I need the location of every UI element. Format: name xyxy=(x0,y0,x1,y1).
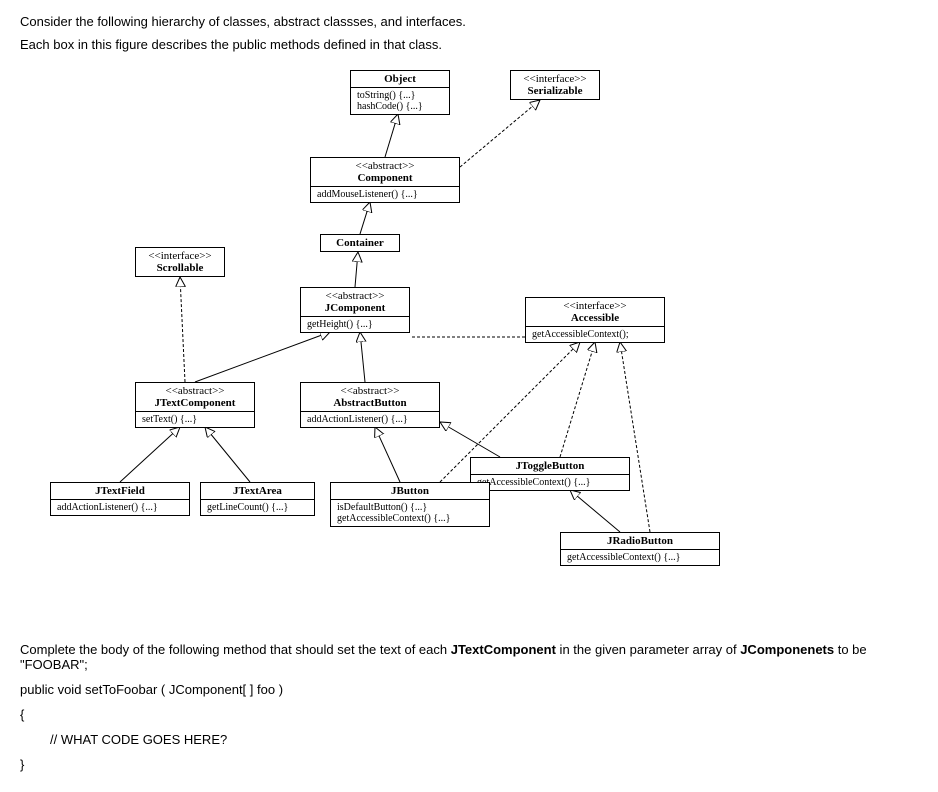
node-header: <<abstract>>JComponent xyxy=(301,288,409,317)
node-header: <<abstract>>AbstractButton xyxy=(301,383,439,412)
node-header: JTextArea xyxy=(201,483,314,500)
uml-node-component: <<abstract>>ComponentaddMouseListener() … xyxy=(310,157,460,203)
node-header: <<abstract>>Component xyxy=(311,158,459,187)
node-methods: getLineCount() {...} xyxy=(201,500,314,515)
node-name: JRadioButton xyxy=(607,535,673,547)
class-hierarchy-diagram: Object toString() {...} hashCode() {...} <… xyxy=(20,62,920,622)
node-stereotype: <<abstract>> xyxy=(142,385,248,397)
node-methods: getAccessibleContext() {...} xyxy=(471,475,629,490)
node-methods: getAccessibleContext(); xyxy=(526,327,664,342)
node-header: <<interface>>Accessible xyxy=(526,298,664,327)
edge-jradiobutton-accessible xyxy=(620,342,650,532)
node-methods: getAccessibleContext() {...} xyxy=(561,550,719,565)
uml-node-jbutton: JButton isDefaultButton() {...} getAccess… xyxy=(330,482,490,527)
uml-node-jtogglebutton: JToggleButton getAccessibleContext() {...… xyxy=(470,457,630,491)
node-methods: addActionListener() {...} xyxy=(51,500,189,515)
node-methods: isDefaultButton() {...} getAccessibleCon… xyxy=(331,500,489,526)
uml-node-container: Container xyxy=(320,234,400,252)
node-stereotype: <<abstract>> xyxy=(307,290,403,302)
edge-jtogglebutton-abstractbutton xyxy=(440,422,500,457)
node-header: JButton xyxy=(331,483,489,500)
node-name: JTextComponent xyxy=(155,397,236,409)
uml-node-object: Object toString() {...} hashCode() {...} xyxy=(350,70,450,115)
uml-node-jradiobutton: JRadioButton getAccessibleContext() {...} xyxy=(560,532,720,566)
node-header: Container xyxy=(321,235,399,251)
node-stereotype: <<interface>> xyxy=(532,300,658,312)
uml-node-jcomponent: <<abstract>>JComponentgetHeight() {...} xyxy=(300,287,410,333)
node-methods: addActionListener() {...} xyxy=(301,412,439,427)
q-bold-1: JTextComponent xyxy=(451,642,556,657)
node-header: JRadioButton xyxy=(561,533,719,550)
node-name: Component xyxy=(357,172,412,184)
node-methods: toString() {...} hashCode() {...} xyxy=(351,88,449,114)
intro-line-2: Each box in this figure describes the pu… xyxy=(20,37,918,52)
edge-component-object xyxy=(385,114,398,157)
edge-jtextcomponent-jcomponent xyxy=(195,332,330,382)
node-methods: getHeight() {...} xyxy=(301,317,409,332)
node-name: Serializable xyxy=(528,85,583,97)
uml-node-abstractbutton: <<abstract>>AbstractButtonaddActionListe… xyxy=(300,382,440,428)
intro-line-1: Consider the following hierarchy of clas… xyxy=(20,14,918,29)
q-bold-2: JComponenets xyxy=(740,642,834,657)
edge-jtextcomponent-scrollable xyxy=(180,277,185,382)
node-name: JButton xyxy=(391,485,429,497)
uml-node-jtextarea: JTextArea getLineCount() {...} xyxy=(200,482,315,516)
node-methods: setText() {...} xyxy=(136,412,254,427)
edge-component-serializable xyxy=(460,100,540,167)
uml-node-accessible: <<interface>>AccessiblegetAccessibleCont… xyxy=(525,297,665,343)
node-name: JToggleButton xyxy=(516,460,585,472)
brace-open: { xyxy=(20,707,918,722)
edge-jbutton-abstractbutton xyxy=(375,427,400,482)
uml-node-jtextcomponent: <<abstract>>JTextComponentsetText() {...… xyxy=(135,382,255,428)
node-header: <<abstract>>JTextComponent xyxy=(136,383,254,412)
node-header: <<interface>>Serializable xyxy=(511,71,599,99)
node-name: Scrollable xyxy=(157,262,204,274)
edge-jtextfield-jtextcomponent xyxy=(120,427,180,482)
node-header: JToggleButton xyxy=(471,458,629,475)
uml-node-jtextfield: JTextField addActionListener() {...} xyxy=(50,482,190,516)
node-header: JTextField xyxy=(51,483,189,500)
node-stereotype: <<interface>> xyxy=(142,250,218,262)
code-comment: // WHAT CODE GOES HERE? xyxy=(20,732,918,747)
diagram-connectors xyxy=(20,62,920,622)
method-signature: public void setToFoobar ( JComponent[ ] … xyxy=(20,682,918,697)
edge-container-component xyxy=(360,202,370,234)
node-name: Accessible xyxy=(571,312,619,324)
node-header: <<interface>>Scrollable xyxy=(136,248,224,276)
node-name: Container xyxy=(336,237,384,249)
brace-close: } xyxy=(20,757,918,772)
uml-node-scrollable: <<interface>>Scrollable xyxy=(135,247,225,277)
question-block: Complete the body of the following metho… xyxy=(20,642,918,772)
node-header: Object xyxy=(351,71,449,88)
node-stereotype: <<abstract>> xyxy=(317,160,453,172)
node-methods: addMouseListener() {...} xyxy=(311,187,459,202)
question-prompt: Complete the body of the following metho… xyxy=(20,642,918,672)
q-text: in the given parameter array of xyxy=(556,642,740,657)
node-name: JTextArea xyxy=(233,485,282,497)
uml-node-serializable: <<interface>>Serializable xyxy=(510,70,600,100)
node-name: Object xyxy=(384,73,416,85)
edge-jradiobutton-jtogglebutton xyxy=(570,490,620,532)
edge-abstractbutton-jcomponent xyxy=(360,332,365,382)
node-name: JComponent xyxy=(325,302,386,314)
node-stereotype: <<abstract>> xyxy=(307,385,433,397)
edge-jtogglebutton-accessible xyxy=(560,342,595,457)
edge-jtextarea-jtextcomponent xyxy=(205,427,250,482)
node-name: AbstractButton xyxy=(333,397,406,409)
node-stereotype: <<interface>> xyxy=(517,73,593,85)
q-text: Complete the body of the following metho… xyxy=(20,642,451,657)
node-name: JTextField xyxy=(95,485,145,497)
edge-jcomponent-container xyxy=(355,252,358,287)
